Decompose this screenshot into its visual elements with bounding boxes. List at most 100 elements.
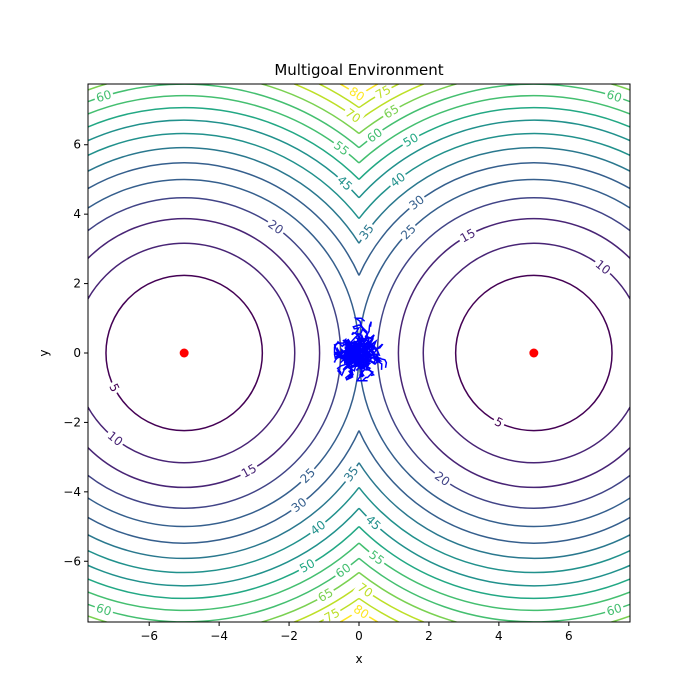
contour-label-background <box>490 412 508 433</box>
contour-label-background <box>236 459 262 483</box>
contour-label-group: 5 <box>104 378 124 397</box>
x-tick-label: 2 <box>425 629 433 643</box>
contour-label-background <box>295 463 321 489</box>
x-tick-label: −6 <box>140 629 158 643</box>
contour-label-background <box>429 466 455 491</box>
contour-label-50: 50 <box>297 556 317 576</box>
trajectory-path <box>361 352 375 377</box>
contour-label-group: 20 <box>263 215 289 240</box>
contour-label-group: 60 <box>602 599 626 621</box>
contour-label-background <box>379 99 404 124</box>
y-tick-label: −2 <box>63 415 81 429</box>
contour-label-65: 65 <box>381 102 401 122</box>
contour-line-15-left <box>88 217 321 489</box>
contour-label-background <box>344 82 370 107</box>
contour-label-group: 40 <box>305 515 331 540</box>
contour-label-background <box>370 80 396 104</box>
contour-label-background <box>263 215 289 240</box>
contour-line-30-right <box>358 162 630 544</box>
contour-label-background <box>385 167 411 193</box>
contour-line-40-right <box>358 132 630 574</box>
contour-label-background <box>590 255 616 280</box>
goal-marker-1 <box>179 348 189 358</box>
contour-label-group: 15 <box>236 459 262 483</box>
chart-title: Multigoal Environment <box>274 61 443 79</box>
contour-label-background <box>348 599 374 624</box>
contour-line-35-left <box>88 146 360 560</box>
contour-label-group: 20 <box>429 466 455 491</box>
contour-line-45-left <box>88 119 360 587</box>
contour-label-background <box>339 461 364 487</box>
contour-label-60: 60 <box>605 601 624 619</box>
contour-label-group: 50 <box>294 554 320 578</box>
x-tick-label: 4 <box>495 629 503 643</box>
contour-label-background <box>329 136 354 161</box>
x-axis-ticks: −6 −4 −2 0 2 4 6 <box>140 622 573 643</box>
y-tick-label: 0 <box>73 346 81 360</box>
y-tick-label: 6 <box>73 138 81 152</box>
contour-label-background <box>340 103 366 128</box>
contour-line-20-right <box>376 197 630 509</box>
contour-label-65: 65 <box>315 585 335 605</box>
x-axis-label: x <box>355 652 362 666</box>
contour-line-30-left <box>88 162 360 544</box>
contour-line-10-left <box>88 242 296 464</box>
contour-label-background <box>364 545 389 570</box>
y-axis-ticks: −6 −4 −2 0 2 4 6 <box>63 138 88 568</box>
contour-label-background <box>602 85 626 107</box>
contour-label-background <box>396 219 421 245</box>
y-axis-label: y <box>37 349 51 356</box>
contour-label-group: 75 <box>319 603 345 627</box>
contour-label-group: 30 <box>286 492 312 518</box>
contour-label-group: 65 <box>313 583 338 607</box>
contour-label-background <box>354 219 379 245</box>
contour-label-group: 75 <box>370 80 396 104</box>
contour-line-55-right <box>358 94 630 612</box>
contour-line-5-right <box>454 274 613 432</box>
contour-label-background <box>286 492 312 518</box>
contour-label-group: 60 <box>602 85 626 107</box>
contour-label-75: 75 <box>373 82 393 102</box>
contour-label-group: 60 <box>92 85 116 107</box>
contour-label-group: 10 <box>102 426 128 451</box>
contour-label-background <box>305 515 331 540</box>
y-tick-label: −6 <box>63 554 81 568</box>
contour-label-group: 50 <box>398 128 424 152</box>
contour-label-group: 60 <box>92 599 116 621</box>
contour-label-group: 80 <box>348 599 374 624</box>
trajectory-path <box>361 334 375 353</box>
contour-label-group: 80 <box>344 82 370 107</box>
contour-label-background <box>352 578 378 603</box>
contour-line-40-left <box>88 132 360 574</box>
contour-label-50: 50 <box>401 130 421 150</box>
contour-label-group: 25 <box>396 219 421 245</box>
contour-label-group: 65 <box>379 99 404 124</box>
contour-label-60: 60 <box>94 601 113 619</box>
contour-label-group: 45 <box>332 170 358 196</box>
trajectory-path <box>353 317 369 348</box>
contour-label-background <box>455 224 480 248</box>
contour-label-group: 15 <box>455 224 480 248</box>
contour-label-15: 15 <box>458 226 478 246</box>
contour-label-background <box>404 190 430 215</box>
contour-line-5-left <box>105 274 264 432</box>
contour-label-background <box>362 123 388 148</box>
contour-label-background <box>294 554 320 578</box>
contour-label-group: 45 <box>360 510 386 536</box>
y-tick-label: 4 <box>73 207 81 221</box>
contour-label-group: 5 <box>490 412 508 433</box>
trajectory-path <box>355 353 369 382</box>
contour-label-background <box>602 599 626 621</box>
contour-label-background <box>330 558 356 583</box>
contour-line-50-left <box>88 106 360 600</box>
trajectory-group <box>333 317 388 382</box>
goal-marker-2 <box>529 348 539 358</box>
contour-label-group: 35 <box>339 461 364 487</box>
x-tick-label: 0 <box>355 629 363 643</box>
trajectory-path <box>334 337 354 362</box>
contour-label-group: 10 <box>590 255 616 280</box>
y-tick-label: −4 <box>63 485 81 499</box>
contour-labels: 5510101515202025253030353540404545505055… <box>92 80 626 627</box>
contour-line-10-right <box>422 242 630 464</box>
